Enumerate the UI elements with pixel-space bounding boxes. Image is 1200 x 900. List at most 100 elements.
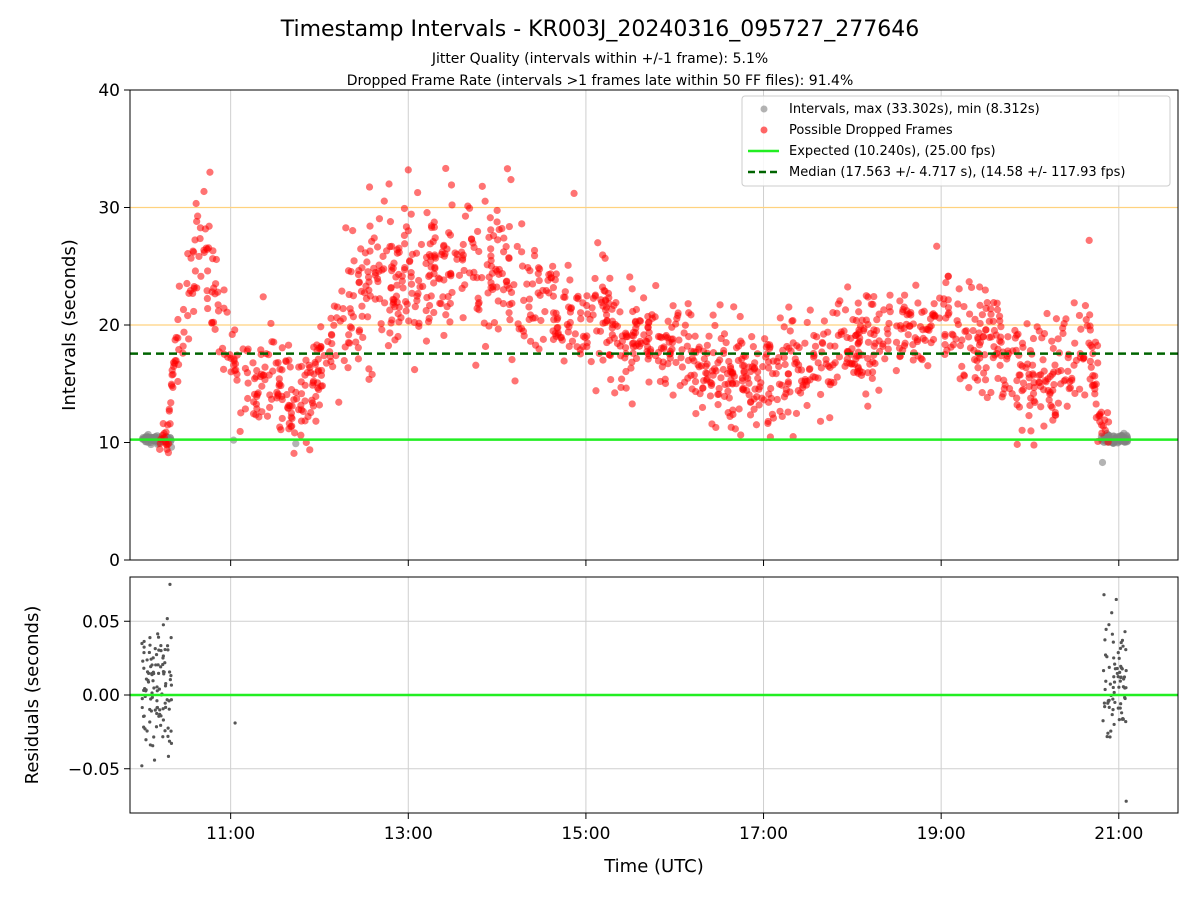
dropped-frame-point — [487, 226, 495, 234]
dropped-frame-point — [514, 320, 522, 328]
dropped-frame-point — [616, 308, 624, 316]
residual-point — [156, 663, 160, 667]
dropped-frame-point — [577, 309, 585, 317]
residual-point — [1124, 719, 1128, 724]
dropped-frame-point — [912, 281, 920, 289]
chart-subtitle-dropped: Dropped Frame Rate (intervals >1 frames … — [347, 73, 854, 89]
dropped-frame-point — [379, 252, 387, 260]
dropped-frame-point — [944, 304, 953, 312]
residual-point — [163, 729, 167, 733]
dropped-frame-point — [976, 319, 984, 328]
dropped-frame-point — [870, 292, 878, 301]
dropped-frame-point — [579, 299, 587, 307]
residual-point — [1118, 670, 1122, 675]
dropped-frame-point — [669, 391, 677, 399]
dropped-frame-point — [608, 331, 616, 339]
dropped-frame-point — [530, 246, 539, 255]
dropped-frame-point — [439, 293, 447, 301]
dropped-frame-point — [844, 283, 852, 291]
chart-subtitle-jitter: Jitter Quality (intervals within +/-1 fr… — [431, 51, 768, 67]
dropped-frame-point — [253, 366, 261, 375]
dropped-frame-point — [352, 338, 360, 346]
dropped-frame-point — [916, 322, 925, 331]
dropped-frame-point — [789, 317, 797, 325]
dropped-frame-point — [989, 354, 997, 362]
dropped-frame-point — [561, 293, 569, 301]
dropped-frame-point — [486, 214, 494, 222]
dropped-frame-point — [1070, 299, 1078, 307]
dropped-frame-point — [920, 307, 928, 315]
dropped-frame-point — [330, 321, 338, 329]
dropped-frame-point — [335, 398, 343, 406]
dropped-frame-point — [793, 342, 801, 350]
dropped-frame-point — [993, 306, 1002, 314]
dropped-frame-point — [568, 337, 577, 345]
dropped-frame-point — [498, 224, 506, 233]
dropped-frame-point — [436, 299, 444, 307]
residuals-y-tick-label-0: −0.05 — [68, 760, 120, 780]
residual-point — [1108, 735, 1112, 739]
intervals-x-ticks — [230, 560, 1120, 566]
dropped-frame-point — [500, 248, 508, 256]
dropped-frame-point — [722, 339, 730, 347]
dropped-frame-point — [1063, 402, 1071, 410]
dropped-frame-point — [884, 330, 892, 338]
dropped-frame-point — [875, 310, 883, 318]
dropped-frame-point — [368, 370, 376, 379]
dropped-frame-point — [244, 379, 252, 387]
residual-point — [145, 729, 149, 733]
dropped-frame-point — [987, 310, 995, 318]
residual-point — [1104, 627, 1108, 631]
dropped-frame-point — [560, 357, 568, 365]
residual-point — [169, 674, 173, 678]
dropped-frame-point — [801, 339, 809, 347]
residual-point — [1111, 708, 1115, 712]
residual-point — [1112, 675, 1116, 679]
dropped-frame-point — [836, 297, 844, 305]
dropped-frame-point — [422, 259, 430, 268]
residual-point — [142, 639, 146, 644]
dropped-frame-point — [425, 301, 434, 310]
dropped-frame-point — [1085, 339, 1093, 347]
dropped-frame-point — [640, 331, 648, 339]
legend: Intervals, max (33.302s), min (8.312s) P… — [741, 95, 1171, 187]
dropped-frame-point — [755, 401, 763, 409]
residual-point — [148, 643, 152, 647]
dropped-frame-point — [263, 412, 272, 420]
dropped-frame-point — [385, 180, 393, 188]
dropped-frame-point — [414, 289, 422, 298]
dropped-frame-point — [1071, 339, 1079, 347]
dropped-frame-point — [806, 306, 814, 314]
dropped-frame-point — [692, 409, 700, 418]
dropped-frame-point — [549, 262, 557, 270]
dropped-frame-point — [489, 232, 498, 240]
residual-point — [1110, 712, 1114, 717]
dropped-frame-point — [905, 310, 913, 318]
dropped-frame-point — [965, 278, 973, 286]
dropped-frame-point — [1062, 315, 1070, 323]
dropped-frame-point — [970, 346, 978, 354]
residual-point — [161, 707, 165, 711]
dropped-frame-point — [684, 356, 692, 365]
dropped-frame-point — [691, 332, 699, 340]
residuals-y-tick-label-1: 0.00 — [82, 686, 120, 706]
dropped-frame-point — [518, 220, 526, 228]
dropped-frame-point — [927, 339, 935, 347]
residuals-x-tick-label-0: 11:00 — [206, 824, 255, 844]
residual-point — [1105, 734, 1109, 739]
residual-point — [155, 706, 159, 710]
dropped-frame-point — [1066, 384, 1075, 392]
dropped-frame-point — [642, 337, 650, 345]
dropped-frame-point — [656, 377, 664, 386]
dropped-frame-point — [236, 427, 244, 436]
dropped-frame-point — [539, 335, 547, 343]
dropped-frame-point — [776, 407, 784, 415]
dropped-frame-point — [636, 317, 645, 325]
dropped-frame-point — [244, 345, 252, 353]
dropped-frame-point — [1080, 354, 1088, 362]
dropped-frame-point — [453, 250, 461, 259]
residual-point — [140, 705, 144, 710]
residual-point — [141, 714, 146, 719]
dropped-frame-point — [165, 407, 173, 415]
dropped-frame-point — [480, 319, 488, 327]
